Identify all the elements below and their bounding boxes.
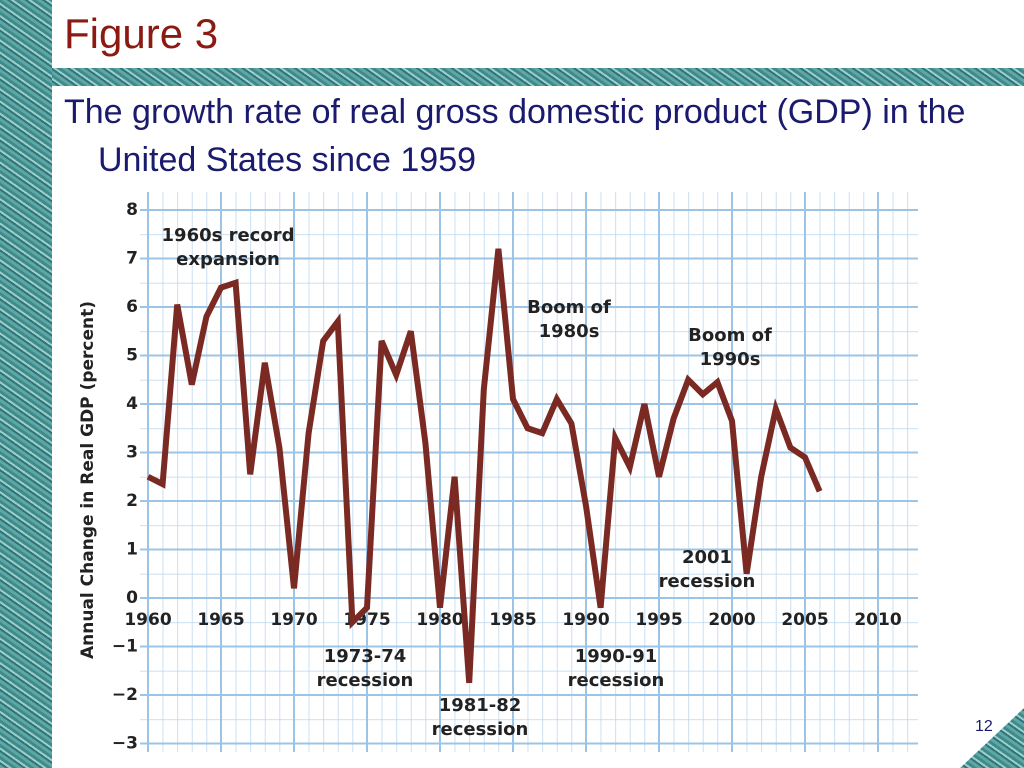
y-tick-label: 2 [126, 491, 138, 511]
x-tick-label: 2000 [708, 610, 755, 630]
y-tick-label: 4 [126, 394, 138, 414]
y-tick-label: −2 [112, 685, 138, 705]
annotation: recession [659, 571, 756, 592]
y-tick-label: 5 [126, 346, 138, 366]
annotation: Boom of [688, 325, 772, 346]
annotation: recession [568, 670, 665, 691]
minor-grid [140, 192, 918, 752]
page-number: 12 [975, 718, 993, 735]
y-tick-label: 3 [126, 443, 138, 463]
annotation: 1980s [539, 321, 600, 342]
annotation: 1973-74 [324, 646, 407, 667]
x-tick-label: 1995 [635, 610, 682, 630]
annotation: 1990-91 [575, 646, 658, 667]
y-tick-label: 6 [126, 297, 138, 317]
y-tick-label: 8 [126, 200, 138, 220]
border-texture [0, 0, 52, 768]
annotation: 1981-82 [439, 695, 522, 716]
y-tick-label: 7 [126, 249, 138, 269]
x-tick-label: 1965 [197, 610, 244, 630]
y-tick-label: −3 [112, 734, 138, 754]
x-tick-label: 1990 [562, 610, 609, 630]
annotation: recession [432, 719, 529, 740]
y-axis-label: Annual Change in Real GDP (percent) [78, 301, 98, 659]
annotation: recession [317, 670, 414, 691]
slide-subtitle: The growth rate of real gross domestic p… [64, 93, 966, 179]
annotation: expansion [176, 249, 280, 270]
annotation: Boom of [527, 297, 611, 318]
x-tick-label: 1970 [270, 610, 317, 630]
band-texture [52, 68, 1024, 86]
x-tick-label: 1985 [489, 610, 536, 630]
annotation: 2001 [682, 547, 732, 568]
annotation: 1960s record [162, 225, 295, 246]
y-tick-label: −1 [112, 637, 138, 657]
slide-title: Figure 3 [64, 10, 219, 57]
y-tick-label: 0 [126, 588, 138, 608]
data-line [146, 248, 823, 684]
x-tick-label: 2010 [854, 610, 901, 630]
x-tick-label: 1975 [343, 610, 390, 630]
x-tick-label: 1960 [124, 610, 171, 630]
annotation: 1990s [700, 349, 761, 370]
x-tick-label: 1980 [416, 610, 463, 630]
x-tick-label: 2005 [781, 610, 828, 630]
y-tick-label: 1 [126, 540, 138, 560]
